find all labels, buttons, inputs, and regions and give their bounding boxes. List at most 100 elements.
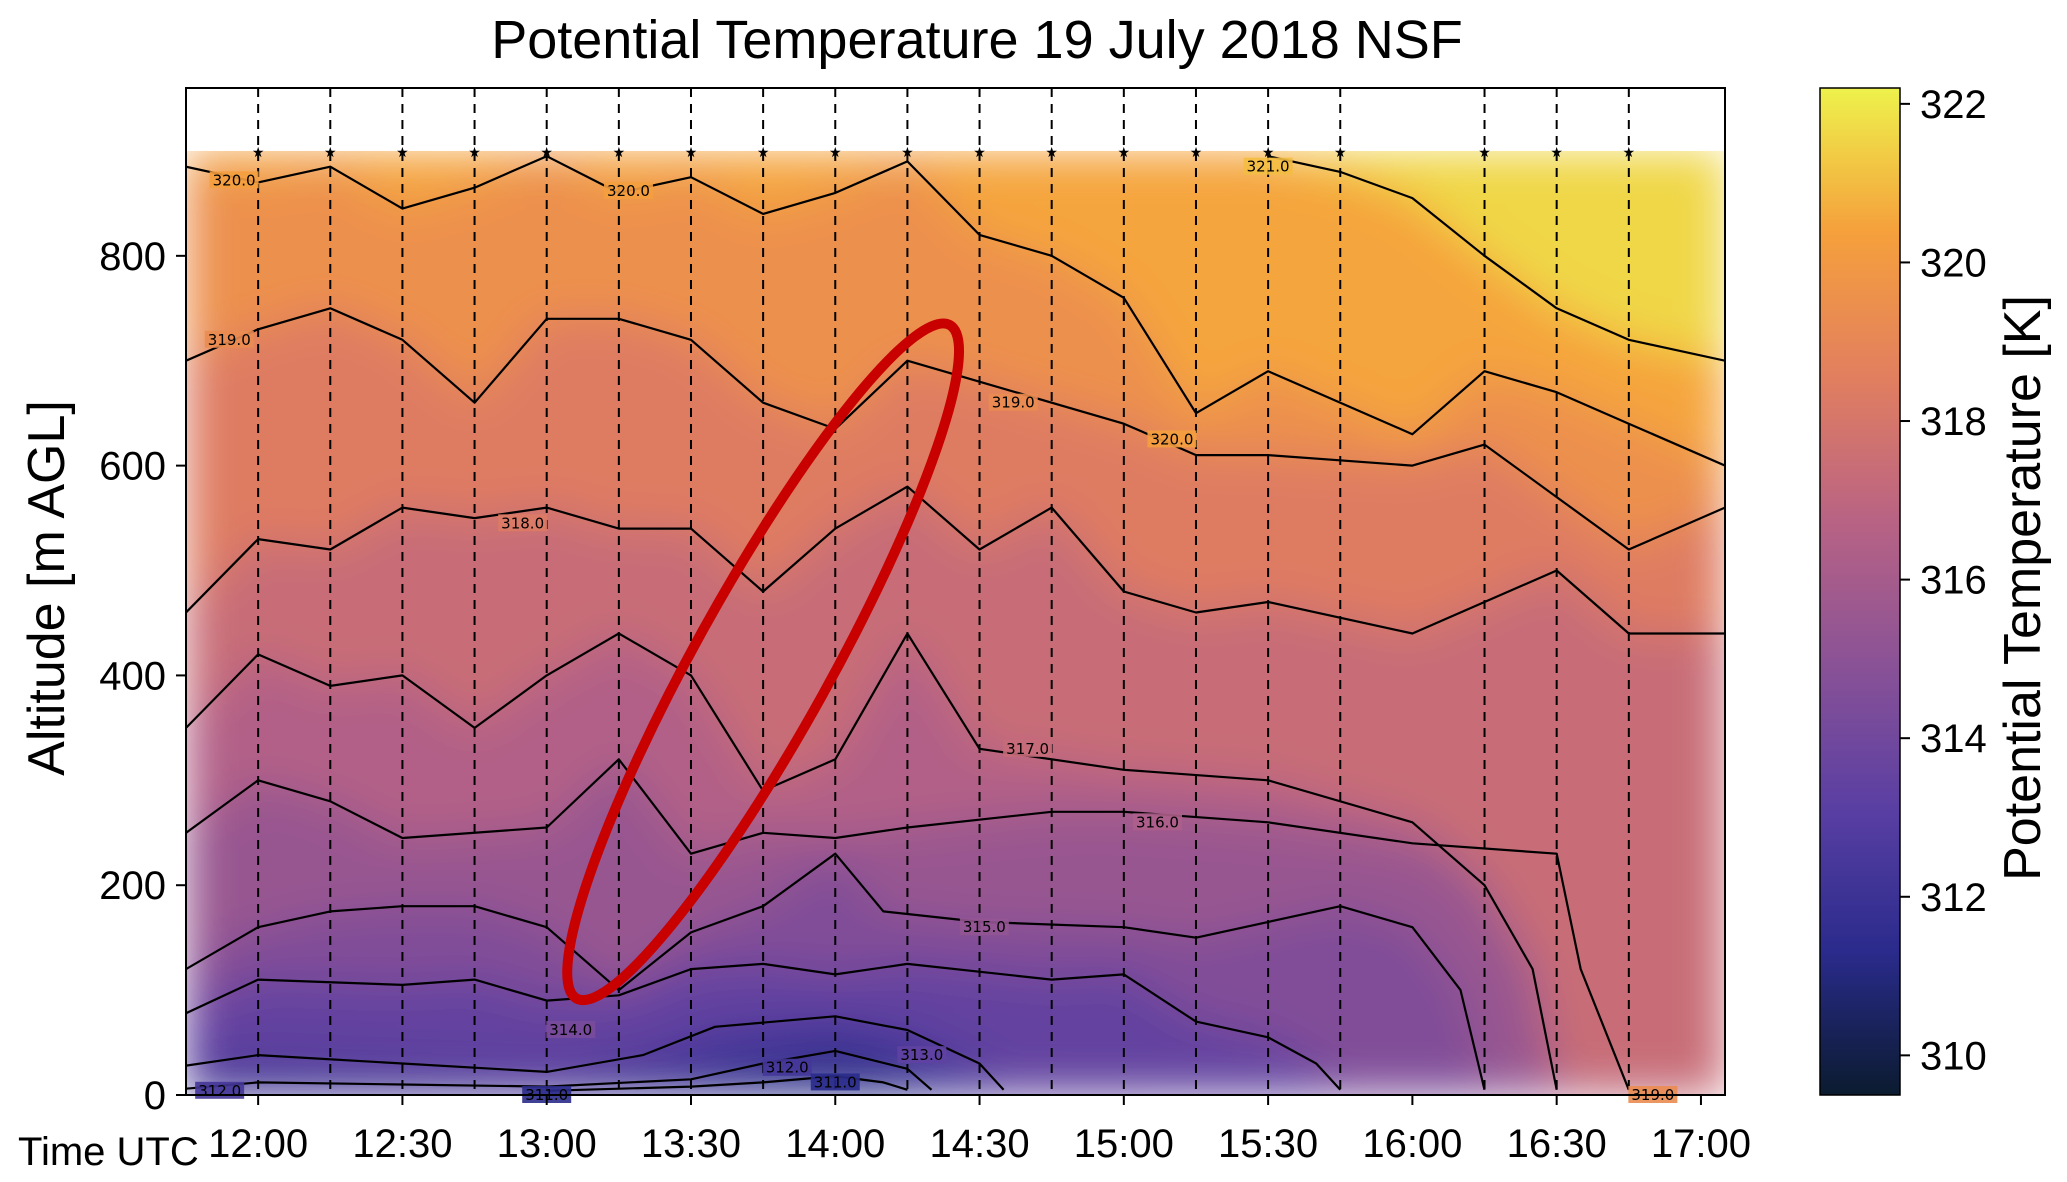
- highlight-ellipse-shape: [562, 318, 965, 1006]
- contour-label-text: 319.0: [992, 394, 1035, 412]
- contour-label: 316.0: [1132, 813, 1182, 831]
- colorbar-gradient: [1819, 87, 1901, 1096]
- contour-label-text: 315.0: [963, 918, 1006, 936]
- y-tick-label: 800: [99, 235, 166, 279]
- colorbar-tick-label: 322: [1920, 83, 1987, 127]
- contour-line-314.0: [186, 962, 1342, 1091]
- x-tick-label: 17:00: [1651, 1122, 1751, 1166]
- profile-marker: ★: [324, 144, 337, 160]
- profile-marker: ★: [973, 144, 986, 160]
- contour-label: 319.0: [988, 393, 1038, 412]
- contour-label-text: 320.0: [607, 182, 650, 200]
- x-axis-label: Time UTC: [18, 1130, 199, 1174]
- heatmap-band: [1268, 150, 1725, 361]
- contour-label: 313.0: [897, 1046, 947, 1064]
- plot-frame: [185, 87, 1726, 1096]
- contour-lines: [186, 155, 1725, 1092]
- contour-line-320.0: [186, 155, 1725, 467]
- profile-marker: ★: [1334, 144, 1347, 160]
- x-tick-label: 12:30: [352, 1122, 452, 1166]
- contour-label: 312.0: [762, 1058, 812, 1077]
- heatmap-bands: [186, 150, 1725, 1095]
- profile-marker: ★: [1190, 144, 1203, 160]
- contour-line-315.0: [186, 852, 1486, 1091]
- contour-label: 319.0: [204, 330, 254, 349]
- y-axis-label: Altitude [m AGL]: [18, 400, 76, 776]
- contour-label: 317.0: [1003, 739, 1053, 758]
- y-tick-label: 600: [99, 445, 166, 489]
- contour-labels: 320.0 320.0 321.0 319.0 319.0 320.0 318.0 317.0…: [195, 157, 1678, 1104]
- contour-line-311.0: [546, 1075, 908, 1092]
- y-tick-label: 0: [144, 1074, 166, 1118]
- contour-label-text: 316.0: [1136, 813, 1179, 831]
- colorbar-tick-label: 312: [1920, 876, 1987, 920]
- contour-label: 320.0: [603, 181, 653, 200]
- contour-label-text: 320.0: [213, 171, 256, 189]
- x-tick-label: 15:00: [1074, 1122, 1174, 1166]
- contour-label-text: 317.0: [1006, 740, 1049, 758]
- contour-label-text: 313.0: [900, 1046, 943, 1064]
- contour-label-text: 314.0: [549, 1021, 592, 1039]
- contour-label: 312.0: [195, 1081, 245, 1100]
- profile-marker: ★: [540, 144, 553, 160]
- contour-label: 314.0: [546, 1020, 596, 1039]
- profile-marker: ★: [829, 144, 842, 160]
- x-tick-label: 15:30: [1218, 1122, 1318, 1166]
- colorbar-tick-label: 316: [1920, 559, 1987, 603]
- x-tick-label: 16:30: [1507, 1122, 1607, 1166]
- x-tick-label: 12:00: [208, 1122, 308, 1166]
- profile-marker: ★: [396, 144, 409, 160]
- profile-marker: ★: [468, 144, 481, 160]
- contour-label: 321.0: [1243, 157, 1293, 176]
- chart-title: Potential Temperature 19 July 2018 NSF: [491, 10, 1463, 70]
- contour-label-text: 321.0: [1247, 158, 1290, 176]
- colorbar: 310 312 314 316 318 320 322: [1819, 83, 1987, 1096]
- plot-axes: 12:00 12:30 13:00 13:30 14:00 14:30 15:00 15:30…: [99, 87, 1751, 1166]
- contour-label-text: 319.0: [208, 331, 251, 349]
- x-tick-label: 13:00: [497, 1122, 597, 1166]
- contour-label-text: 318.0: [501, 514, 544, 532]
- colorbar-tick-label: 318: [1920, 400, 1987, 444]
- profile-marker: ★: [1045, 144, 1058, 160]
- x-tick-label: 13:30: [641, 1122, 741, 1166]
- x-tick-label: 14:30: [929, 1122, 1029, 1166]
- profile-marker: ★: [901, 144, 914, 160]
- y-tick-label: 400: [99, 654, 166, 698]
- colorbar-tick-label: 320: [1920, 241, 1987, 285]
- heatmap-band: [186, 150, 1725, 466]
- heatmap-field: [186, 88, 1725, 1095]
- profile-marker: ★: [685, 144, 698, 160]
- y-tick-label: 200: [99, 864, 166, 908]
- contour-line-318.0: [186, 485, 1725, 635]
- contour-label: 320.0: [209, 171, 259, 189]
- colorbar-tick-label: 310: [1920, 1034, 1987, 1078]
- contour-line-312.0: [186, 1049, 933, 1091]
- profile-marker: ★: [1478, 144, 1491, 160]
- profile-marker: ★: [613, 144, 626, 160]
- profile-marker: ★: [1262, 144, 1275, 160]
- contour-line-317.0: [186, 632, 1558, 1091]
- contour-label-text: 311.0: [814, 1073, 857, 1091]
- colorbar-tick-label: 314: [1920, 717, 1987, 761]
- no-data-region: [186, 88, 1725, 151]
- contour-line-319.0: [186, 307, 1725, 551]
- contour-label: 318.0: [498, 514, 548, 532]
- x-tick-label: 14:00: [785, 1122, 885, 1166]
- profile-marker: ★: [757, 144, 770, 160]
- contour-label: 311.0: [810, 1073, 860, 1091]
- colorbar-label: Potential Temperature [K]: [1994, 295, 2052, 881]
- profile-marker: ★: [1118, 144, 1131, 160]
- highlight-ellipse: [562, 318, 965, 1006]
- profile-marker: ★: [252, 144, 265, 160]
- contour-label-text: 312.0: [198, 1082, 241, 1100]
- contour-label-text: 320.0: [1150, 430, 1193, 448]
- x-tick-label: 16:00: [1362, 1122, 1462, 1166]
- profile-lines: ★ ★ ★ ★ ★ ★ ★ ★ ★ ★ ★ ★ ★ ★ ★ ★ ★ ★ ★: [252, 88, 1635, 1095]
- contour-label: 320.0: [1147, 430, 1197, 448]
- profile-marker: ★: [1550, 144, 1563, 160]
- profile-marker: ★: [1623, 144, 1636, 160]
- contour-label-text: 312.0: [766, 1059, 809, 1077]
- contour-label: 315.0: [959, 918, 1009, 936]
- contour-line-316.0: [186, 758, 1630, 1091]
